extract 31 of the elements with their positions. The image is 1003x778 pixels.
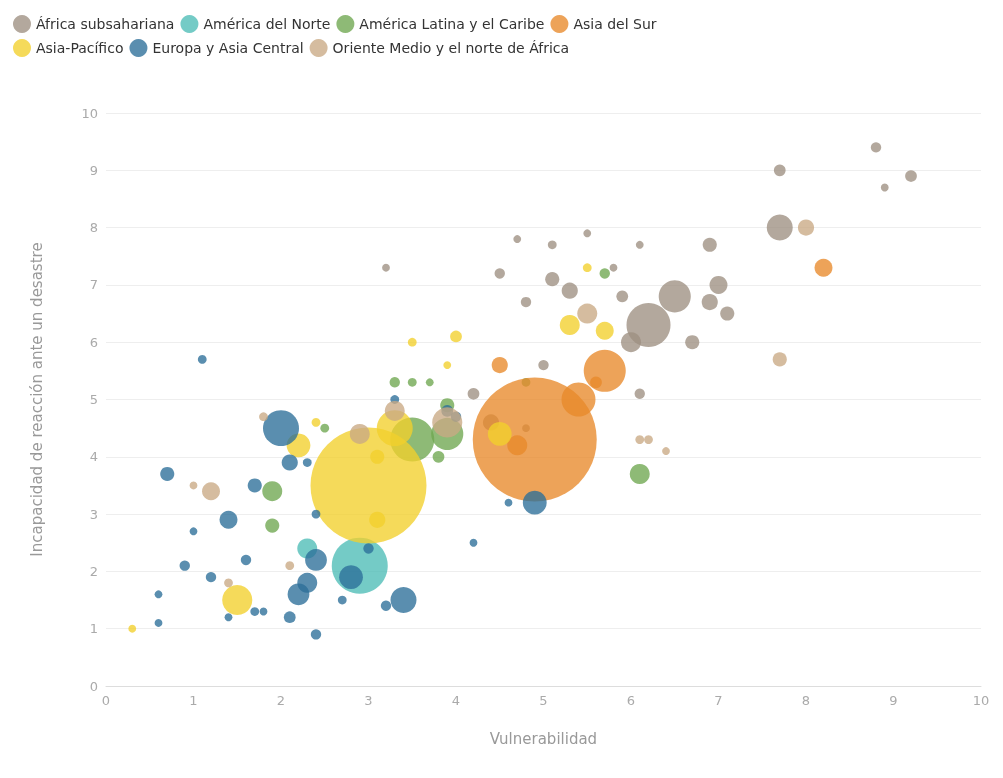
x-tick-label: 6 bbox=[626, 693, 636, 708]
y-tick-label: 6 bbox=[89, 334, 98, 350]
y-tick-label: 3 bbox=[89, 506, 98, 522]
y-tick-label: 5 bbox=[89, 392, 98, 407]
y-tick-label: 9 bbox=[89, 162, 98, 178]
x-tick-label: 0 bbox=[101, 693, 111, 708]
x-tick-label: 9 bbox=[889, 693, 898, 708]
y-tick-label: 10 bbox=[81, 105, 98, 121]
legend-label: América Latina y el Caribe bbox=[359, 16, 545, 32]
x-tick-label: 2 bbox=[276, 693, 286, 708]
x-tick-label: 1 bbox=[189, 693, 198, 708]
legend-label: América del Norte bbox=[203, 16, 331, 32]
x-tick-label: 5 bbox=[539, 693, 548, 708]
y-tick-label: 7 bbox=[89, 277, 98, 293]
y-tick-label: 4 bbox=[89, 449, 98, 465]
x-tick-label: 3 bbox=[364, 693, 373, 708]
legend-label: Europa y Asia Central bbox=[152, 40, 304, 56]
y-axis-title: Incapacidad de reacción ante un desastre bbox=[27, 242, 46, 557]
y-tick-label: 0 bbox=[89, 678, 98, 694]
legend-label: Oriente Medio y el norte de África bbox=[332, 40, 570, 56]
legend-label: Asia del Sur bbox=[573, 16, 657, 32]
x-tick-label: 10 bbox=[972, 693, 990, 708]
x-tick-label: 7 bbox=[714, 693, 723, 708]
x-tick-label: 4 bbox=[451, 693, 461, 708]
legend-label: África subsahariana bbox=[36, 16, 175, 32]
y-tick-label: 2 bbox=[89, 563, 98, 579]
x-axis-title: Vulnerabilidad bbox=[489, 729, 598, 748]
x-tick-label: 8 bbox=[801, 693, 811, 708]
legend-label: Asia-Pacífico bbox=[36, 40, 124, 56]
y-tick-label: 1 bbox=[89, 621, 98, 637]
y-tick-label: 8 bbox=[89, 220, 98, 236]
